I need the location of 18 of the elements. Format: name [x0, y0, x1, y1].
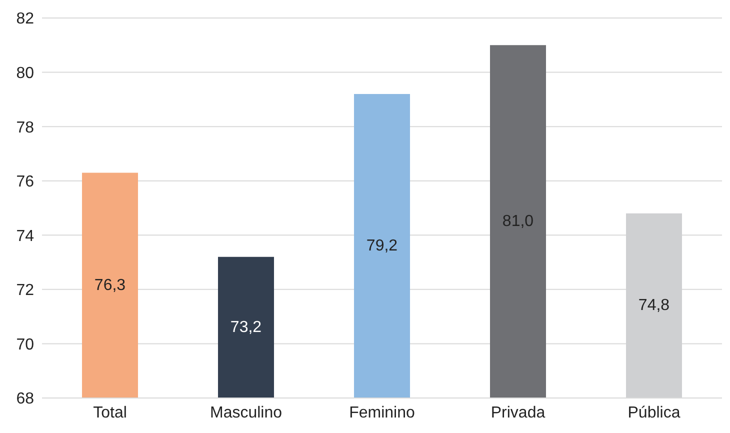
x-tick-label: Feminino: [349, 404, 415, 422]
y-tick-label: 80: [16, 64, 34, 82]
y-tick-label: 82: [16, 10, 34, 28]
x-tick-label: Masculino: [210, 404, 282, 422]
x-tick-label: Pública: [628, 404, 680, 422]
x-tick-label: Privada: [490, 404, 546, 422]
y-tick-label: 72: [16, 282, 34, 300]
data-label: 81,0: [502, 213, 534, 230]
data-label: 79,2: [366, 238, 398, 254]
data-label: 76,3: [94, 276, 126, 294]
y-tick-label: 78: [16, 119, 34, 136]
x-tick-label: Total: [93, 404, 127, 422]
data-label: 74,8: [638, 297, 670, 314]
y-tick-label: 76: [16, 174, 34, 191]
y-tick-label: 70: [16, 336, 34, 354]
data-label: 73,2: [230, 318, 262, 336]
y-tick-label: 74: [16, 228, 34, 245]
y-tick-label: 68: [16, 390, 34, 408]
